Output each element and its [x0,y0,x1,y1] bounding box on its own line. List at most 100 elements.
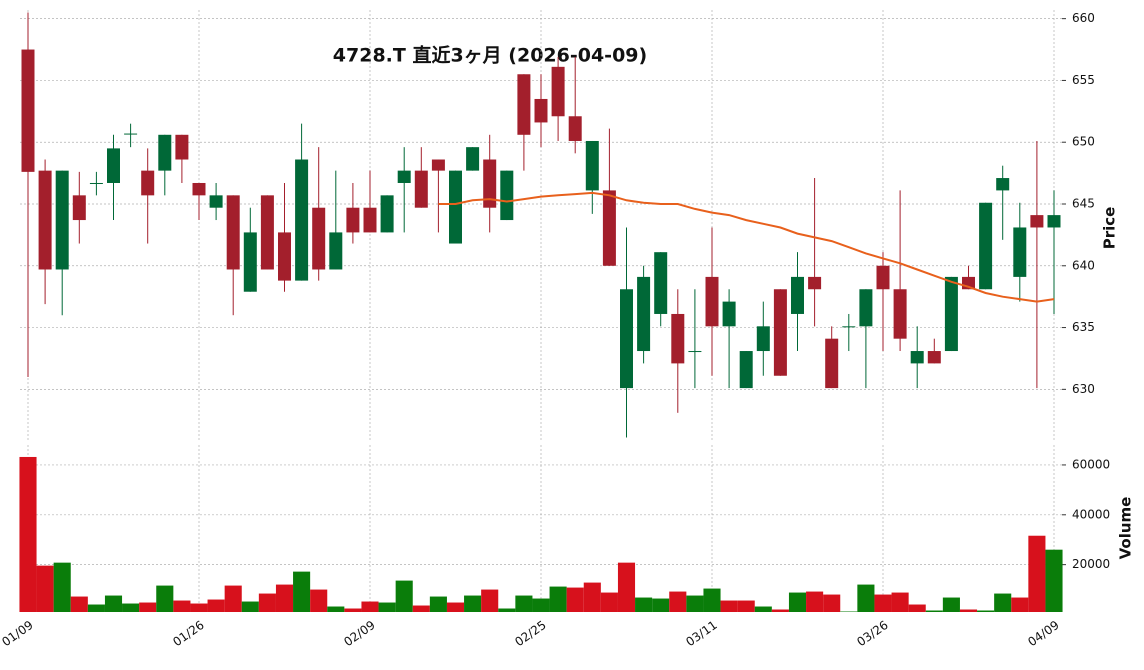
volume-bar [566,587,584,612]
volume-bar [942,597,960,612]
volume-bar [70,596,88,612]
candle-body [842,326,856,328]
volume-bar [310,589,328,612]
volume-bar [549,586,567,612]
x-tick-label: 03/26 [854,618,890,649]
y-tick-label: 635 [1072,320,1095,334]
y-tick-label: 655 [1072,73,1095,87]
volume-bar [293,571,311,612]
volume-bar [977,610,995,612]
candle-body [825,338,839,389]
candle-body [739,351,753,389]
candle-body [312,207,326,270]
volume-bar [994,593,1012,612]
candle-body [329,232,343,270]
candle-body [278,232,291,281]
volume-bar [344,608,362,612]
volume-bar [515,595,533,612]
candle-body [808,276,822,290]
volume-tick-label: 20000 [1072,557,1110,571]
volume-tick-label: 60000 [1072,457,1110,471]
volume-bar [823,594,841,612]
candle-body [158,134,172,171]
volume-axis-label: Volume [1117,497,1135,560]
candle-body [72,195,86,221]
volume-bar [412,605,430,612]
x-tick-label: 04/09 [1025,618,1061,649]
candle-body [602,190,616,266]
candle-body [21,49,35,172]
candle-body [517,74,531,135]
x-tick-label: 03/11 [683,618,719,649]
y-tick-label: 650 [1072,135,1095,149]
x-tick-label: 02/25 [512,618,548,649]
volume-bar [327,606,345,612]
volume-bar [104,595,123,612]
candle-body [927,351,941,364]
candle-body [209,195,223,208]
volume-bar [429,596,447,612]
y-tick-label: 645 [1072,196,1095,210]
candle-body [260,195,274,270]
candle-body [979,202,993,290]
candle-body [363,207,377,233]
candle-body [551,66,565,117]
candle-body [773,289,787,376]
volume-bar [754,606,772,612]
candle-body [380,195,394,233]
candle-body [654,252,668,314]
candle-body [620,289,633,389]
candle-body [397,170,411,183]
volume-bar [87,604,105,612]
y-axis-label: Price [1101,207,1119,250]
candle-body [534,98,548,123]
volume-bar [464,595,482,612]
candle-body [705,276,719,327]
volume-bar [686,595,704,612]
volume-bar [703,588,721,612]
candle-body [893,289,907,339]
volume-bar [1045,549,1063,612]
volume-bar [498,608,516,612]
volume-bar [36,565,54,612]
volume-bar [737,600,755,612]
candle-body [55,170,69,270]
candle-body [466,147,480,171]
x-tick-label: 01/26 [170,618,206,649]
volume-bar [788,592,807,612]
volume-bar [600,592,618,612]
candle-body [637,276,651,352]
candle-body [859,289,873,327]
candle-body [226,195,240,270]
volume-bar [908,604,926,612]
candle-body [431,159,445,171]
volume-bar [156,585,174,612]
volume-bar [771,609,789,612]
candle-body [585,140,599,191]
volume-bar [395,580,413,612]
candle-body [944,276,958,352]
candle-body [910,351,924,364]
volume-bar [361,601,379,612]
y-tick-label: 640 [1072,258,1095,272]
candle-body [38,170,52,270]
candle-body [1047,215,1061,228]
candle-body [141,170,155,196]
volume-bar [1028,535,1046,612]
volume-bar [190,603,208,612]
volume-bar [669,591,687,612]
volume-bar [53,562,71,612]
candle-body [791,276,804,314]
volume-bar [378,602,396,612]
candle-body [568,116,582,141]
candle-body [449,170,462,244]
candle-body [671,313,685,364]
volume-bar [532,598,550,612]
chart-title: 4728.T 直近3ヶ月 (2026-04-09) [333,44,647,67]
candle-body [346,207,360,233]
volume-bar [925,610,943,612]
candle-body [243,232,257,292]
volume-bar [857,584,875,612]
x-tick-label: 02/09 [341,618,377,649]
